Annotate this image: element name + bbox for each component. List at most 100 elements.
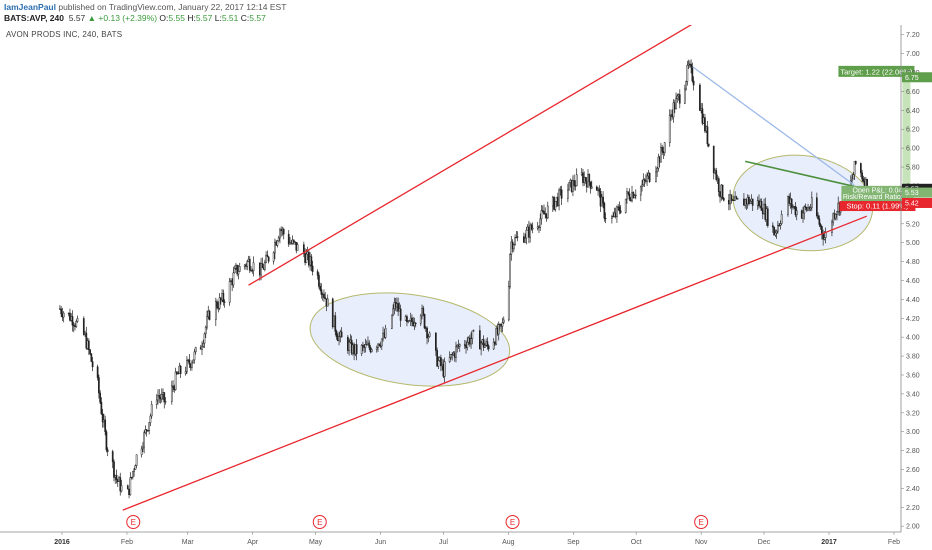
author-link[interactable]: IamJeanPaul xyxy=(4,2,56,12)
candle-body xyxy=(368,342,371,348)
candle-body xyxy=(292,239,295,242)
candle-body xyxy=(502,319,505,323)
candle-body xyxy=(378,343,381,346)
candle-body xyxy=(749,200,752,204)
candle-body xyxy=(105,431,108,451)
candle-body xyxy=(274,241,276,254)
candle-body xyxy=(150,404,153,417)
candle-body xyxy=(75,321,78,328)
candle-body xyxy=(238,266,241,272)
candle-body xyxy=(120,485,123,492)
candle-body xyxy=(82,318,85,335)
candle-body xyxy=(397,303,399,312)
candle-body xyxy=(206,316,208,328)
candle-body xyxy=(436,350,438,367)
candle-body xyxy=(480,342,482,350)
earnings-marker xyxy=(126,515,141,529)
candle-body xyxy=(264,261,266,270)
candle-body xyxy=(135,454,138,466)
candle-body xyxy=(324,297,327,299)
candle-body xyxy=(668,115,671,143)
candle-body xyxy=(455,346,457,358)
candle-body xyxy=(260,263,262,276)
x-tick-label: Apr xyxy=(247,539,259,546)
candle-body xyxy=(661,147,664,152)
candle-body xyxy=(817,215,819,220)
candle-body xyxy=(751,198,754,206)
x-tick-label: May xyxy=(309,539,323,546)
candle-body xyxy=(261,263,264,268)
candle-body xyxy=(560,189,563,199)
candle-body xyxy=(179,365,182,374)
candle-body xyxy=(558,189,560,206)
candle-body xyxy=(193,351,196,361)
candle-body xyxy=(676,95,679,99)
candle-body xyxy=(699,84,701,111)
candle-body xyxy=(706,126,709,145)
candle-body xyxy=(572,180,574,192)
candle-body xyxy=(233,268,236,274)
y-tick-label: 3.80 xyxy=(906,354,920,361)
candle-body xyxy=(248,258,251,271)
candle-body xyxy=(131,471,134,478)
candle-body xyxy=(787,196,789,215)
x-tick-label: Jul xyxy=(439,539,448,546)
candle-body xyxy=(423,314,426,329)
candle-body xyxy=(717,178,720,192)
target-label-text: Target: 1.22 (22.06%) xyxy=(840,67,913,76)
candle-body xyxy=(701,108,704,124)
earnings-marker xyxy=(505,515,520,529)
price-change: ▲ +0.13 (+2.39%) xyxy=(87,13,158,23)
candle-body xyxy=(524,237,526,243)
candle-body xyxy=(375,347,378,350)
candle-body xyxy=(130,476,133,479)
y-tick-label: 2.40 xyxy=(906,486,920,493)
candle-body xyxy=(514,237,516,245)
candle-body xyxy=(810,197,813,208)
candle-body xyxy=(660,147,662,163)
candle-body xyxy=(722,198,725,201)
candle-body xyxy=(419,315,422,324)
ohlc-header: BATS:AVP, 240 5.57 ▲ +0.13 (+2.39%) O:5.… xyxy=(4,13,266,24)
candle-body xyxy=(216,301,218,308)
candle-body xyxy=(323,293,325,298)
candle-body xyxy=(748,196,750,204)
candle-body xyxy=(715,170,718,180)
candle-body xyxy=(175,371,178,374)
chart-subtitle: AVON PRODS INC, 240, BATS xyxy=(6,30,123,39)
candle-body xyxy=(143,432,145,448)
candle-body xyxy=(101,413,104,423)
candle-body xyxy=(704,117,706,132)
candle-body xyxy=(348,341,350,351)
candle-body xyxy=(486,341,489,347)
candle-body xyxy=(512,244,515,250)
pnl-label-text: Open P&L: 0.04 xyxy=(853,187,903,194)
candle-body xyxy=(627,191,630,195)
candle-body xyxy=(326,298,329,307)
y-tick-label: 5.00 xyxy=(906,240,920,247)
down-trendline xyxy=(692,66,855,186)
candle-body xyxy=(316,271,319,276)
candle-body xyxy=(203,333,206,344)
candle-body xyxy=(384,328,387,338)
x-tick-label: Feb xyxy=(888,539,900,546)
candle-body xyxy=(628,193,631,200)
candle-body xyxy=(148,422,151,431)
candle-body xyxy=(775,230,778,234)
open-value: 5.55 xyxy=(168,13,185,23)
candle-body xyxy=(266,254,269,258)
candle-body xyxy=(142,446,144,450)
candle-body xyxy=(91,361,94,368)
candle-body xyxy=(466,341,469,348)
y-tick-label: 7.20 xyxy=(906,32,920,39)
price-chart[interactable]: Target: 1.22 (22.06%) Open P&L: 0.04Risk/… xyxy=(0,25,932,550)
candle-body xyxy=(191,362,193,368)
candle-body xyxy=(546,205,549,219)
candle-body xyxy=(76,318,79,322)
candle-body xyxy=(272,252,275,262)
y-tick-label: 3.00 xyxy=(906,429,920,436)
candle-body xyxy=(201,345,203,350)
x-tick-label: 2017 xyxy=(821,539,837,546)
candle-body xyxy=(427,336,430,339)
y-tick-label: 2.80 xyxy=(906,448,920,455)
